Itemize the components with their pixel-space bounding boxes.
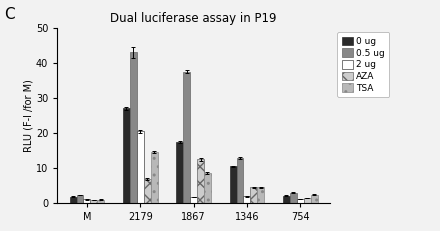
Text: C: C — [4, 7, 15, 22]
Y-axis label: RLU (F-l /for M): RLU (F-l /for M) — [23, 79, 33, 152]
Bar — [250, 188, 257, 203]
Bar — [311, 195, 318, 203]
Bar — [204, 173, 211, 203]
Bar — [144, 179, 150, 203]
Bar — [190, 197, 197, 203]
Bar — [290, 193, 297, 203]
Bar — [257, 188, 264, 203]
Bar — [70, 197, 77, 203]
Legend: 0 ug, 0.5 ug, 2 ug, AZA, TSA: 0 ug, 0.5 ug, 2 ug, AZA, TSA — [337, 32, 389, 97]
Bar — [197, 159, 204, 203]
Bar — [123, 109, 130, 203]
Bar — [137, 131, 144, 203]
Bar — [183, 72, 190, 203]
Bar — [304, 198, 311, 203]
Bar — [90, 201, 97, 203]
Bar — [176, 142, 183, 203]
Bar — [84, 199, 90, 203]
Bar — [130, 52, 137, 203]
Bar — [243, 196, 250, 203]
Bar — [297, 199, 304, 203]
Bar — [230, 166, 237, 203]
Bar — [97, 200, 104, 203]
Bar — [77, 195, 84, 203]
Bar — [283, 196, 290, 203]
Bar — [237, 158, 243, 203]
Bar — [150, 152, 158, 203]
Title: Dual luciferase assay in P19: Dual luciferase assay in P19 — [110, 12, 277, 25]
